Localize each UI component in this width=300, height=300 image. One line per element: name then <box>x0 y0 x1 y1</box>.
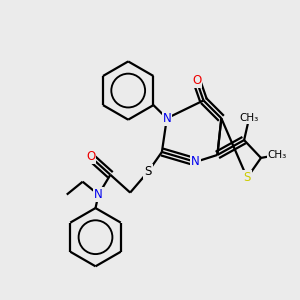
Text: N: N <box>191 155 200 168</box>
Text: CH₃: CH₃ <box>239 113 259 123</box>
Text: O: O <box>192 74 201 87</box>
Text: N: N <box>163 112 171 125</box>
Text: CH₃: CH₃ <box>267 150 286 160</box>
Text: S: S <box>144 165 152 178</box>
Text: N: N <box>94 188 103 201</box>
Text: O: O <box>86 150 95 164</box>
Text: S: S <box>243 171 251 184</box>
